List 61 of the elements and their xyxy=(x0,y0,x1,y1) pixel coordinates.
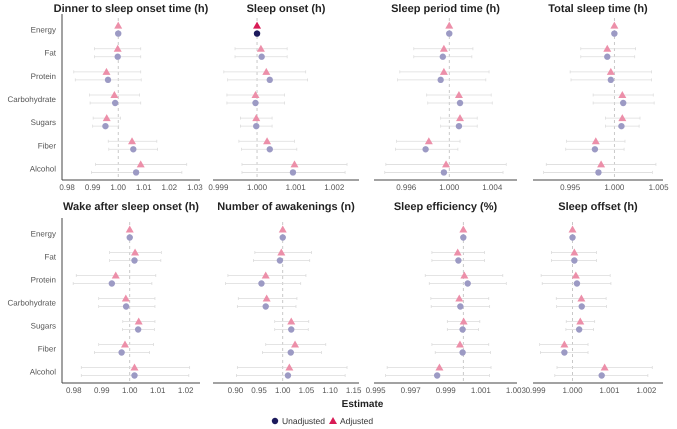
x-tick-label: 1.000 xyxy=(439,183,460,192)
y-tick-label: Protein xyxy=(30,72,56,81)
y-tick-label: Alcohol xyxy=(30,368,56,376)
x-tick-label: 0.995 xyxy=(560,183,581,192)
x-tick-label: 0.98 xyxy=(66,386,82,395)
x-tick-label: 1.05 xyxy=(298,386,315,395)
x-tick-label: 1.004 xyxy=(482,183,503,192)
y-tick-label: Fiber xyxy=(38,141,56,150)
x-tick-label: 1.03 xyxy=(187,183,204,192)
x-tick-label: 1.000 xyxy=(604,183,625,192)
y-tick-label: Fiber xyxy=(38,344,56,354)
x-tick-label: 1.02 xyxy=(178,386,194,395)
chart-title: Number of awakenings (n) xyxy=(217,201,356,213)
x-tick-label: 1.003 xyxy=(506,386,526,395)
x-tick-label: 1.01 xyxy=(136,183,152,192)
x-tick-label: 1.001 xyxy=(286,183,306,192)
x-tick-label: 0.999 xyxy=(526,386,546,395)
y-tick-label: Fat xyxy=(44,48,57,58)
legend-label: Adjusted xyxy=(340,416,374,426)
x-tick-label: 0.99 xyxy=(84,183,101,192)
x-tick-label: 0.999 xyxy=(208,183,229,192)
y-tick-label: Carbohydrate xyxy=(8,95,57,104)
x-tick-label: 1.005 xyxy=(648,183,670,192)
x-axis-title: Estimate xyxy=(342,399,384,410)
x-tick-label: 1.00 xyxy=(122,386,138,395)
x-tick-label: 1.01 xyxy=(150,386,166,395)
x-tick-label: 1.000 xyxy=(562,386,584,395)
x-tick-label: 0.997 xyxy=(400,386,422,395)
x-tick-label: 1.15 xyxy=(346,386,362,395)
chart-title: Sleep onset (h) xyxy=(246,3,326,15)
x-tick-label: 0.99 xyxy=(94,386,110,395)
chart-title: Total sleep time (h) xyxy=(548,3,648,15)
legend-label: Unadjusted xyxy=(282,416,326,426)
x-tick-label: 1.00 xyxy=(110,183,127,192)
y-tick-label: Sugars xyxy=(30,118,56,128)
x-tick-label: 0.999 xyxy=(436,386,456,395)
x-tick-label: 1.10 xyxy=(322,386,338,395)
y-tick-label: Fat xyxy=(44,252,57,262)
x-tick-label: 1.000 xyxy=(247,183,268,192)
x-tick-label: 1.001 xyxy=(599,386,620,395)
chart-title: Dinner to sleep onset time (h) xyxy=(54,3,209,15)
y-tick-label: Sugars xyxy=(30,322,56,330)
x-tick-label: 0.90 xyxy=(228,386,244,395)
y-tick-label: Energy xyxy=(30,26,56,35)
y-tick-label: Energy xyxy=(30,230,56,238)
x-tick-label: 0.996 xyxy=(396,183,417,192)
x-tick-label: 1.002 xyxy=(324,183,345,192)
x-tick-label: 0.995 xyxy=(366,386,386,395)
y-tick-label: Carbohydrate xyxy=(8,298,57,308)
x-tick-label: 1.001 xyxy=(470,386,492,395)
chart-title: Sleep efficiency (%) xyxy=(394,201,498,213)
x-tick-label: 0.95 xyxy=(251,386,268,395)
y-tick-label: Alcohol xyxy=(30,164,56,174)
chart-title: Sleep offset (h) xyxy=(558,201,638,213)
x-tick-label: 1.02 xyxy=(162,183,178,192)
x-tick-label: 0.98 xyxy=(59,183,76,192)
chart-title: Sleep period time (h) xyxy=(391,3,500,15)
x-tick-label: 1.00 xyxy=(274,386,292,395)
x-tick-label: 1.002 xyxy=(636,386,657,395)
chart-title: Wake after sleep onset (h) xyxy=(63,201,200,213)
y-tick-label: Protein xyxy=(30,276,56,284)
